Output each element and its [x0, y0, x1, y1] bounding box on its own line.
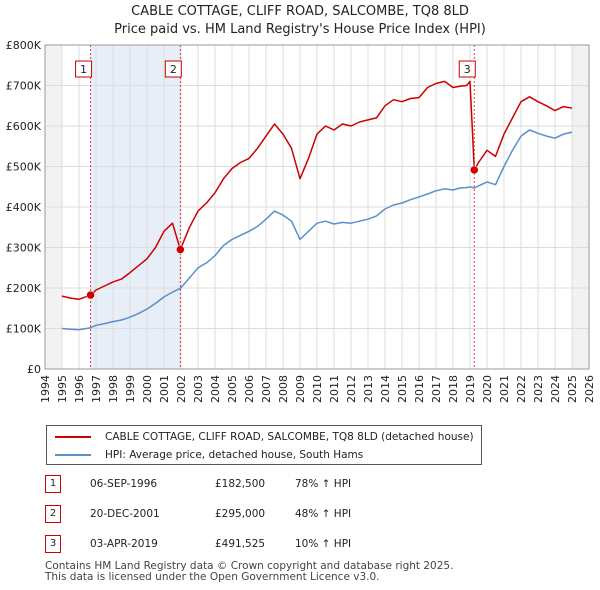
- x-tick-label: 2026: [583, 375, 596, 403]
- sale-points: [86, 165, 479, 300]
- gridlines: [44, 44, 590, 370]
- x-tick-label: 2016: [413, 375, 426, 403]
- x-tick-label: 2001: [158, 375, 171, 403]
- sale-box-1: [75, 60, 93, 78]
- sale-box-label-2: 2: [170, 63, 177, 76]
- x-axis-ticks: 1994 1995 1996 1997 1998 1999 2000 2001 2002 2003…: [39, 375, 596, 403]
- legend-blue-line: [55, 454, 91, 456]
- x-tick-label: 1994: [39, 375, 52, 403]
- x-tick-label: 2024: [549, 375, 562, 403]
- legend: CABLE COTTAGE, CLIFF ROAD, SALCOMBE, TQ8…: [46, 425, 482, 465]
- row-hpi: 48% ↑ HPI: [295, 508, 352, 520]
- footer: Contains HM Land Registry data © Crown c…: [45, 561, 453, 583]
- x-tick-label: 2013: [362, 375, 375, 403]
- row-date: 03-APR-2019: [90, 538, 158, 550]
- table-row: 2 20-DEC-2001 £295,000 48% ↑ HPI: [45, 505, 565, 525]
- property-price-line: [61, 80, 573, 301]
- x-tick-label: 2015: [396, 375, 409, 403]
- x-tick-label: 2014: [379, 375, 392, 403]
- x-tick-label: 2023: [532, 375, 545, 403]
- series-lines: [61, 80, 573, 331]
- footer-line-2: This data is licensed under the Open Gov…: [45, 571, 380, 583]
- row-price: £182,500: [215, 478, 266, 490]
- y-tick-label: £800K: [6, 39, 42, 52]
- chart-subtitle: Price paid vs. HM Land Registry's House …: [114, 22, 486, 37]
- x-tick-label: 2018: [447, 375, 460, 403]
- sale-point-2: [176, 245, 185, 254]
- x-tick-label: 2004: [209, 375, 222, 403]
- x-tick-label: 2022: [515, 375, 528, 403]
- x-tick-label: 2011: [328, 375, 341, 403]
- x-tick-label: 1999: [124, 375, 137, 403]
- legend-property-label: CABLE COTTAGE, CLIFF ROAD, SALCOMBE, TQ8…: [105, 431, 474, 443]
- row-date: 06-SEP-1996: [90, 478, 158, 490]
- y-tick-label: £100K: [6, 323, 42, 336]
- x-tick-label: 1997: [90, 375, 103, 403]
- x-tick-label: 2007: [260, 375, 273, 403]
- row-price: £295,000: [215, 508, 266, 520]
- row-date: 20-DEC-2001: [90, 508, 160, 520]
- sale-box-3: [458, 60, 476, 78]
- x-tick-label: 2020: [481, 375, 494, 403]
- y-tick-label: £700K: [6, 80, 42, 93]
- y-tick-label: £300K: [6, 242, 42, 255]
- plot-frame: [44, 44, 590, 370]
- x-tick-label: 2012: [345, 375, 358, 403]
- y-tick-label: £0: [27, 363, 41, 376]
- x-tick-label: 1998: [107, 375, 120, 403]
- x-tick-label: 2006: [243, 375, 256, 403]
- x-tick-label: 2019: [464, 375, 477, 403]
- row-badge: 3: [45, 535, 61, 553]
- x-tick-label: 2017: [430, 375, 443, 403]
- sale-label-boxes: 1 2 3: [75, 60, 476, 78]
- x-tick-label: 2002: [175, 375, 188, 403]
- y-tick-label: £400K: [6, 201, 42, 214]
- row-badge: 2: [45, 505, 61, 523]
- y-axis-ticks: £0 £100K £200K £300K £400K £500K £600K £700K £80…: [6, 39, 42, 376]
- legend-item-property: CABLE COTTAGE, CLIFF ROAD, SALCOMBE, TQ8…: [55, 429, 474, 445]
- table-row: 3 03-APR-2019 £491,525 10% ↑ HPI: [45, 535, 565, 555]
- sale-box-2: [164, 60, 182, 78]
- x-tick-label: 2005: [226, 375, 239, 403]
- legend-hpi-label: HPI: Average price, detached house, Sout…: [105, 449, 364, 461]
- row-badge: 1: [45, 475, 61, 493]
- x-tick-label: 2025: [566, 375, 579, 403]
- x-tick-label: 2003: [192, 375, 205, 403]
- x-tick-label: 2008: [277, 375, 290, 403]
- x-tick-label: 2000: [141, 375, 154, 403]
- x-tick-label: 2021: [498, 375, 511, 403]
- hpi-line: [61, 129, 573, 331]
- row-hpi: 10% ↑ HPI: [295, 538, 352, 550]
- x-tick-label: 1995: [56, 375, 69, 403]
- y-tick-label: £200K: [6, 282, 42, 295]
- x-tick-label: 2009: [294, 375, 307, 403]
- chart-title: CABLE COTTAGE, CLIFF ROAD, SALCOMBE, TQ8…: [131, 4, 469, 19]
- sale-box-label-1: 1: [80, 63, 87, 76]
- y-tick-label: £500K: [6, 161, 42, 174]
- sale-box-label-3: 3: [464, 63, 471, 76]
- sale-point-3: [470, 165, 479, 175]
- row-hpi: 78% ↑ HPI: [295, 478, 352, 490]
- table-row: 1 06-SEP-1996 £182,500 78% ↑ HPI: [45, 475, 565, 495]
- legend-item-hpi: HPI: Average price, detached house, Sout…: [55, 447, 363, 463]
- row-price: £491,525: [215, 538, 266, 550]
- y-tick-label: £600K: [6, 120, 42, 133]
- x-tick-label: 1996: [73, 375, 86, 403]
- footer-line-1: Contains HM Land Registry data © Crown c…: [45, 560, 454, 572]
- sale-point-1: [86, 290, 95, 300]
- x-tick-label: 2010: [311, 375, 324, 403]
- price-chart: CABLE COTTAGE, CLIFF ROAD, SALCOMBE, TQ8…: [6, 4, 596, 403]
- sale-markers-lines: [90, 45, 475, 369]
- legend-red-line: [55, 436, 91, 438]
